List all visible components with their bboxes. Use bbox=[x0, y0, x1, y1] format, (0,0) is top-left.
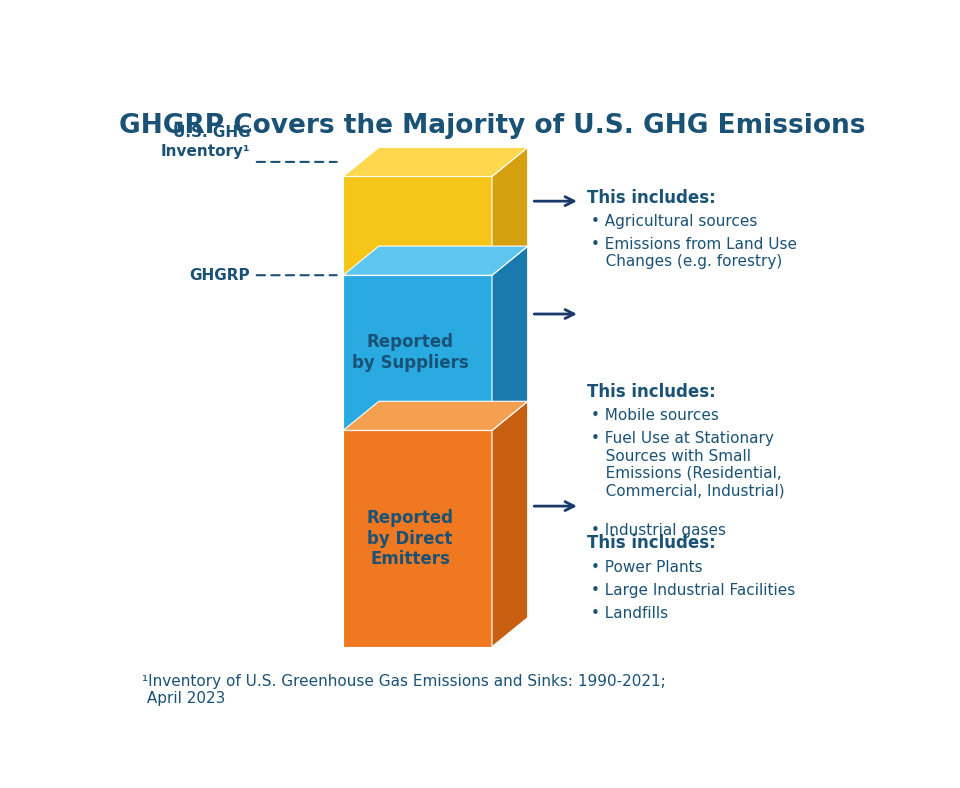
Text: • Power Plants: • Power Plants bbox=[591, 559, 703, 574]
Text: This includes:: This includes: bbox=[588, 383, 716, 401]
Text: GHGRP Covers the Majority of U.S. GHG Emissions: GHGRP Covers the Majority of U.S. GHG Em… bbox=[119, 113, 865, 139]
Polygon shape bbox=[344, 246, 528, 275]
Polygon shape bbox=[492, 401, 528, 647]
Polygon shape bbox=[492, 246, 528, 430]
Text: This includes:: This includes: bbox=[588, 188, 716, 206]
Text: Reported
by Direct
Emitters: Reported by Direct Emitters bbox=[367, 509, 454, 568]
Text: • Emissions from Land Use
   Changes (e.g. forestry): • Emissions from Land Use Changes (e.g. … bbox=[591, 237, 797, 269]
Text: • Mobile sources: • Mobile sources bbox=[591, 408, 719, 423]
Polygon shape bbox=[344, 275, 492, 430]
Text: ¹Inventory of U.S. Greenhouse Gas Emissions and Sinks: 1990-2021;
 April 2023: ¹Inventory of U.S. Greenhouse Gas Emissi… bbox=[142, 674, 666, 706]
Text: • Agricultural sources: • Agricultural sources bbox=[591, 214, 757, 229]
Polygon shape bbox=[492, 147, 528, 275]
Text: This includes:: This includes: bbox=[588, 534, 716, 552]
Text: GHGRP: GHGRP bbox=[189, 268, 251, 283]
Text: Reported
by Suppliers: Reported by Suppliers bbox=[351, 333, 468, 372]
Polygon shape bbox=[344, 401, 528, 430]
Text: U.S. GHG
Inventory¹: U.S. GHG Inventory¹ bbox=[160, 125, 251, 159]
Text: • Landfills: • Landfills bbox=[591, 606, 668, 621]
Polygon shape bbox=[344, 430, 492, 647]
Text: • Industrial gases: • Industrial gases bbox=[591, 523, 726, 538]
Polygon shape bbox=[344, 147, 528, 177]
Text: • Fuel Use at Stationary
   Sources with Small
   Emissions (Residential,
   Com: • Fuel Use at Stationary Sources with Sm… bbox=[591, 431, 784, 498]
Text: • Large Industrial Facilities: • Large Industrial Facilities bbox=[591, 583, 795, 598]
Polygon shape bbox=[344, 177, 492, 275]
